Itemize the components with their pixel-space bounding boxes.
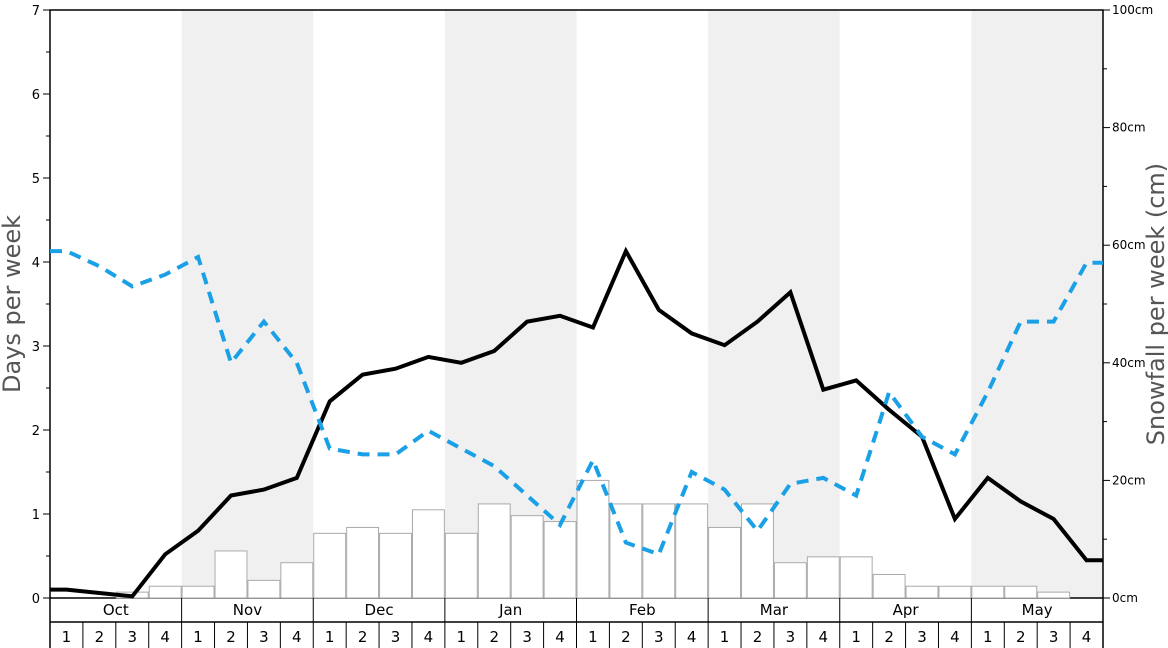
snowfall-bar <box>1004 585 1038 599</box>
week-label: 4 <box>950 628 960 646</box>
month-label: Jan <box>498 601 522 619</box>
y2-tick-label: 60cm <box>1112 238 1146 252</box>
month-band-jan <box>444 10 577 598</box>
y-tick-label: 1 <box>32 508 40 523</box>
week-label: 4 <box>292 628 302 646</box>
week-label: 1 <box>457 628 467 646</box>
days-lines <box>50 246 1103 599</box>
snowfall-bar <box>444 532 478 599</box>
dashed-line-series <box>50 249 1103 557</box>
week-label: 3 <box>786 628 796 646</box>
snowfall-bar <box>313 532 347 599</box>
solid-line-series <box>50 246 1103 599</box>
week-label: 3 <box>127 628 137 646</box>
snowfall-bar <box>148 585 182 599</box>
week-label: 3 <box>522 628 532 646</box>
snowfall-bar <box>708 526 742 599</box>
snowfall-bar <box>905 585 939 599</box>
y-tick-label: 2 <box>32 424 40 439</box>
snowfall-bar <box>346 526 380 599</box>
week-label: 2 <box>95 628 105 646</box>
snowfall-bar <box>510 515 544 599</box>
month-band-nov <box>181 10 314 598</box>
snowfall-bar <box>609 503 643 599</box>
snowfall-bar <box>181 585 215 599</box>
month-shading-bands <box>181 10 1103 598</box>
week-label: 1 <box>588 628 598 646</box>
week-label: 3 <box>1049 628 1059 646</box>
week-label: 1 <box>62 628 72 646</box>
month-label: Apr <box>893 601 920 619</box>
week-label: 2 <box>1016 628 1026 646</box>
y-tick-label: 0 <box>32 592 40 607</box>
week-label: 1 <box>720 628 730 646</box>
snowfall-bar <box>1037 591 1071 599</box>
week-label: 4 <box>160 628 170 646</box>
snowfall-bar <box>214 550 248 599</box>
snowfall-bar <box>741 503 774 599</box>
snowfall-bar <box>839 556 873 599</box>
snowfall-bar <box>379 532 412 599</box>
month-band-mar <box>708 10 840 598</box>
y-tick-label: 3 <box>32 340 40 355</box>
week-label: 2 <box>884 628 894 646</box>
y2-tick-label: 0cm <box>1112 591 1138 605</box>
y-axis-left-title: Days per week <box>0 215 26 393</box>
y-tick-label: 6 <box>32 88 40 103</box>
week-label: 2 <box>489 628 499 646</box>
week-label: 3 <box>391 628 401 646</box>
month-label: Oct <box>103 601 129 619</box>
y-tick-label: 7 <box>32 4 40 19</box>
week-label: 1 <box>193 628 203 646</box>
month-band-may <box>971 10 1103 598</box>
snowfall-bar <box>411 509 445 599</box>
snowfall-bar <box>280 562 314 599</box>
y-tick-label: 5 <box>32 172 40 187</box>
snowfall-bar <box>675 503 709 599</box>
y-axis-left: 0 1 2 3 4 5 6 7 <box>32 4 50 607</box>
snowfall-bar <box>971 585 1005 599</box>
week-label: 4 <box>687 628 697 646</box>
week-label: 2 <box>358 628 368 646</box>
y-axis-right-title: Snowfall per week (cm) <box>1142 163 1168 445</box>
snowfall-bar <box>773 562 807 599</box>
month-label: Mar <box>760 601 789 619</box>
week-label: 1 <box>325 628 335 646</box>
y2-tick-label: 20cm <box>1112 473 1146 487</box>
snowfall-bar <box>872 573 906 599</box>
snowfall-bar <box>576 479 610 599</box>
y2-tick-label: 40cm <box>1112 356 1146 370</box>
week-label: 4 <box>424 628 434 646</box>
y2-tick-label: 100cm <box>1112 3 1153 17</box>
week-label: 2 <box>753 628 763 646</box>
week-label: 4 <box>1082 628 1092 646</box>
week-label: 3 <box>917 628 927 646</box>
week-label: 3 <box>654 628 664 646</box>
month-label: Dec <box>365 601 394 619</box>
snowfall-bar <box>543 521 577 599</box>
snowfall-bar <box>477 503 511 599</box>
snowfall-bar <box>806 556 840 599</box>
week-label: 3 <box>259 628 269 646</box>
week-label: 2 <box>621 628 631 646</box>
week-label: 4 <box>819 628 829 646</box>
snowfall-bar <box>247 579 281 599</box>
x-axis-months-weeks: Oct 1 2 3 4 Nov 1 2 3 4 Dec 1 2 3 4 Jan 1 2 3 4 Feb 1 2 3 4 Mar 1 2… <box>49 598 1104 648</box>
y-axis-right: 0cm 20cm 40cm 60cm 80cm 100cm <box>1103 3 1153 605</box>
y-tick-label: 4 <box>32 256 40 271</box>
snowfall-bar <box>938 585 972 599</box>
month-label: May <box>1022 601 1053 619</box>
month-label: Nov <box>233 601 262 619</box>
month-label: Feb <box>629 601 656 619</box>
week-label: 1 <box>851 628 861 646</box>
week-label: 4 <box>555 628 565 646</box>
week-label: 1 <box>983 628 993 646</box>
week-label: 2 <box>226 628 236 646</box>
y2-tick-label: 80cm <box>1112 121 1146 135</box>
